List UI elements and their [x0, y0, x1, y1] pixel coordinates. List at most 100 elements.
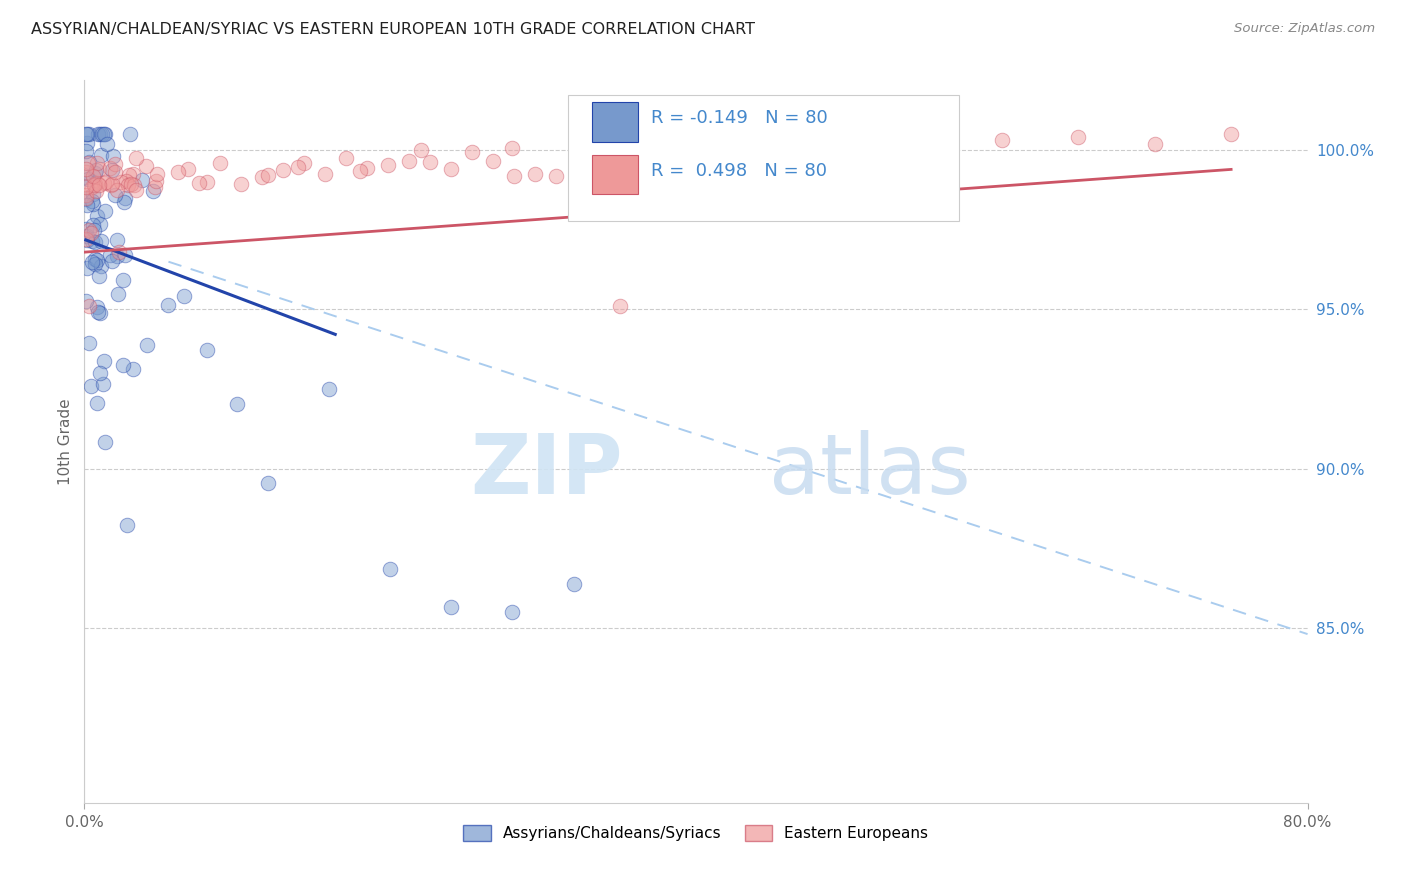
FancyBboxPatch shape [592, 154, 638, 194]
Point [209, 155, 232, 169]
Point [125, 183, 148, 197]
Point [80, 194, 103, 209]
Text: R =  0.498   N = 80: R = 0.498 N = 80 [651, 161, 827, 179]
Point [257, 168, 280, 182]
Point [991, 133, 1014, 147]
Point [124, 151, 146, 165]
Point [82, 218, 104, 232]
Point [80, 226, 103, 240]
Point [93, 354, 115, 368]
Point [93, 128, 115, 142]
Point [143, 179, 166, 194]
Point [76, 198, 98, 212]
Point [77, 299, 100, 313]
Point [136, 338, 159, 352]
Point [98, 161, 121, 176]
Point [83, 222, 105, 236]
Point [94, 175, 117, 189]
Point [80, 180, 103, 194]
Point [100, 178, 122, 193]
Point [75, 179, 97, 194]
Point [75, 232, 97, 246]
Point [89, 268, 111, 283]
Point [94, 128, 117, 142]
Point [75, 188, 97, 202]
Point [188, 177, 211, 191]
Point [131, 173, 153, 187]
Point [107, 287, 129, 301]
Point [103, 157, 125, 171]
Text: atlas: atlas [769, 430, 972, 511]
Point [588, 156, 610, 170]
Point [77, 172, 100, 186]
Point [77, 155, 100, 169]
Point [86, 300, 108, 314]
Point [87, 305, 110, 319]
Point [122, 167, 145, 181]
Point [76, 128, 98, 142]
Point [75, 192, 97, 206]
Point [108, 245, 131, 260]
Point [502, 605, 524, 619]
Point [838, 143, 860, 157]
Point [96, 137, 118, 152]
Point [86, 396, 108, 410]
Point [377, 158, 399, 172]
Point [86, 253, 108, 268]
Point [287, 160, 309, 174]
Point [75, 128, 97, 142]
Point [76, 229, 98, 244]
Point [75, 191, 97, 205]
Point [80, 254, 103, 268]
Point [440, 161, 463, 176]
Point [101, 149, 124, 163]
Point [91, 128, 114, 142]
Point [314, 167, 336, 181]
Point [93, 176, 115, 190]
Text: Source: ZipAtlas.com: Source: ZipAtlas.com [1234, 22, 1375, 36]
Point [503, 169, 526, 184]
Point [87, 128, 110, 142]
Point [114, 191, 136, 205]
Point [80, 378, 103, 392]
Point [117, 169, 139, 183]
Point [115, 517, 138, 532]
Point [1067, 130, 1090, 145]
Point [177, 162, 200, 177]
Point [502, 141, 524, 155]
Point [271, 162, 294, 177]
Point [1220, 128, 1243, 142]
Point [482, 154, 505, 169]
Point [524, 168, 547, 182]
Point [77, 128, 100, 142]
Point [105, 233, 128, 247]
Point [75, 222, 97, 236]
Point [82, 187, 104, 202]
Point [93, 376, 115, 391]
Text: R = -0.149   N = 80: R = -0.149 N = 80 [651, 109, 828, 127]
Point [84, 257, 107, 271]
Point [84, 235, 107, 250]
Point [142, 185, 165, 199]
Point [84, 162, 107, 177]
Point [112, 194, 135, 209]
Point [146, 167, 169, 181]
Point [75, 294, 97, 309]
Point [82, 169, 104, 183]
Point [84, 184, 107, 198]
FancyBboxPatch shape [592, 102, 638, 142]
Point [76, 233, 98, 247]
Point [80, 234, 103, 248]
Point [76, 136, 98, 151]
Point [75, 164, 97, 178]
Text: ZIP: ZIP [470, 430, 623, 511]
Point [122, 362, 145, 376]
Point [75, 162, 97, 177]
Point [90, 148, 112, 162]
Point [86, 177, 108, 191]
Point [101, 177, 124, 191]
Point [110, 176, 132, 190]
Point [685, 138, 707, 153]
Point [761, 129, 783, 144]
Point [114, 248, 136, 262]
